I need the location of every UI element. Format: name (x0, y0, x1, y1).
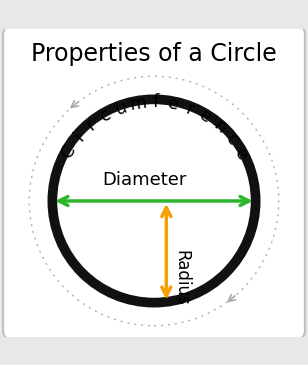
Text: m: m (128, 93, 148, 114)
Text: r: r (83, 116, 99, 134)
Text: Diameter: Diameter (103, 171, 187, 189)
Text: f: f (152, 93, 159, 111)
Text: C: C (58, 142, 79, 161)
Text: n: n (209, 117, 230, 138)
FancyBboxPatch shape (3, 26, 305, 339)
Text: e: e (196, 107, 215, 127)
Text: r: r (183, 100, 197, 119)
Text: c: c (221, 131, 241, 149)
Text: c: c (97, 105, 114, 126)
Text: e: e (166, 95, 180, 114)
Text: u: u (113, 98, 130, 118)
Text: e: e (230, 146, 252, 164)
Text: Properties of a Circle: Properties of a Circle (31, 42, 277, 66)
Text: Radius: Radius (172, 250, 190, 306)
Text: i: i (70, 130, 87, 145)
